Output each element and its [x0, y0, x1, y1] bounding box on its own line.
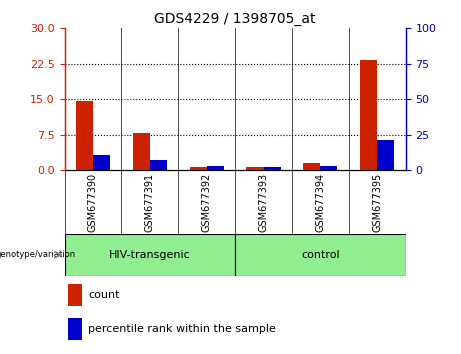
Bar: [207, 166, 224, 170]
Bar: [68, 284, 82, 306]
Text: percentile rank within the sample: percentile rank within the sample: [89, 324, 276, 334]
Bar: [303, 163, 320, 170]
Text: count: count: [89, 290, 120, 300]
Text: GSM677395: GSM677395: [372, 173, 382, 232]
Bar: [76, 102, 93, 170]
Bar: [247, 167, 264, 170]
Bar: [320, 166, 337, 170]
Title: GDS4229 / 1398705_at: GDS4229 / 1398705_at: [154, 12, 316, 26]
Bar: [93, 155, 110, 170]
Bar: [377, 140, 394, 170]
Bar: [150, 160, 167, 170]
FancyBboxPatch shape: [235, 234, 406, 276]
Text: HIV-transgenic: HIV-transgenic: [109, 250, 191, 260]
Text: genotype/variation: genotype/variation: [0, 250, 76, 259]
Text: GSM677391: GSM677391: [145, 173, 155, 232]
Text: control: control: [301, 250, 340, 260]
Bar: [68, 318, 82, 340]
Bar: [264, 167, 281, 170]
Text: GSM677390: GSM677390: [88, 173, 98, 232]
Text: GSM677394: GSM677394: [315, 173, 325, 232]
Bar: [360, 61, 377, 170]
FancyBboxPatch shape: [65, 234, 235, 276]
Bar: [133, 133, 150, 170]
Text: GSM677392: GSM677392: [201, 173, 212, 232]
Bar: [189, 167, 207, 170]
Text: GSM677393: GSM677393: [259, 173, 269, 232]
